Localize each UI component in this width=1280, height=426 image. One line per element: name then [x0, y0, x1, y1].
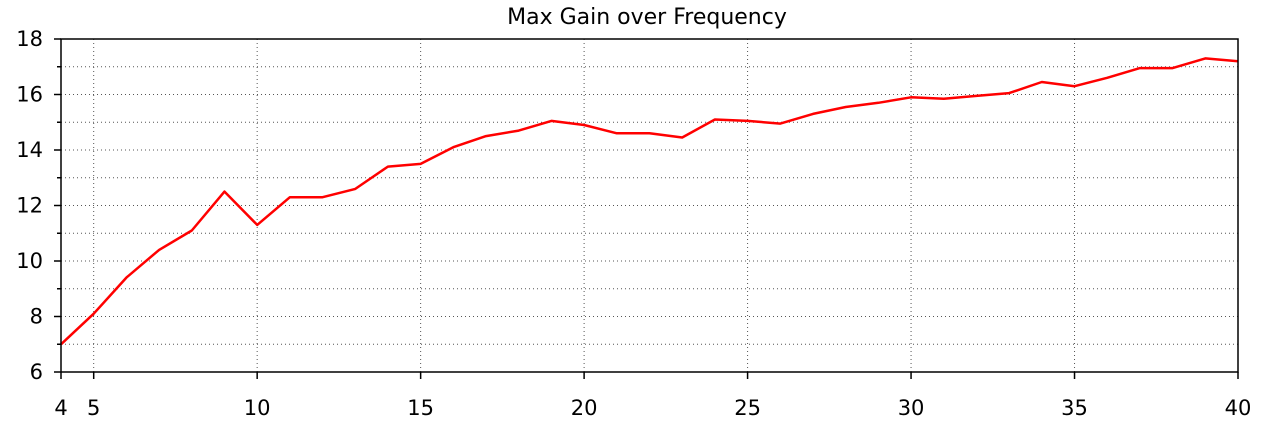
y-tick-label: 16	[16, 83, 43, 107]
y-tick-label: 10	[16, 249, 43, 273]
x-tick-label: 20	[571, 396, 598, 420]
tick-labels: 4 5 10 15 20 25 30 35 40 6 8 10 12 14 16 18	[16, 27, 1251, 420]
series-lines	[60, 57, 1239, 346]
x-tick-label: 35	[1061, 396, 1088, 420]
series-line	[60, 57, 1239, 346]
x-tick-label: 5	[87, 396, 100, 420]
grid-lines	[61, 39, 1238, 372]
axis-ticks	[54, 38, 1239, 379]
x-tick-label: 40	[1225, 396, 1252, 420]
x-tick-label: 30	[898, 396, 925, 420]
plot-frame	[60, 38, 1239, 373]
y-tick-label: 18	[16, 27, 43, 51]
y-tick-label: 14	[16, 138, 43, 162]
chart-title: Max Gain over Frequency	[507, 5, 787, 30]
y-tick-label: 12	[16, 194, 43, 218]
x-tick-label: 25	[734, 396, 761, 420]
x-tick-label: 15	[407, 396, 434, 420]
y-tick-label: 6	[30, 360, 43, 384]
x-tick-label: 4	[54, 396, 67, 420]
y-tick-label: 8	[30, 305, 43, 329]
x-tick-label: 10	[244, 396, 271, 420]
